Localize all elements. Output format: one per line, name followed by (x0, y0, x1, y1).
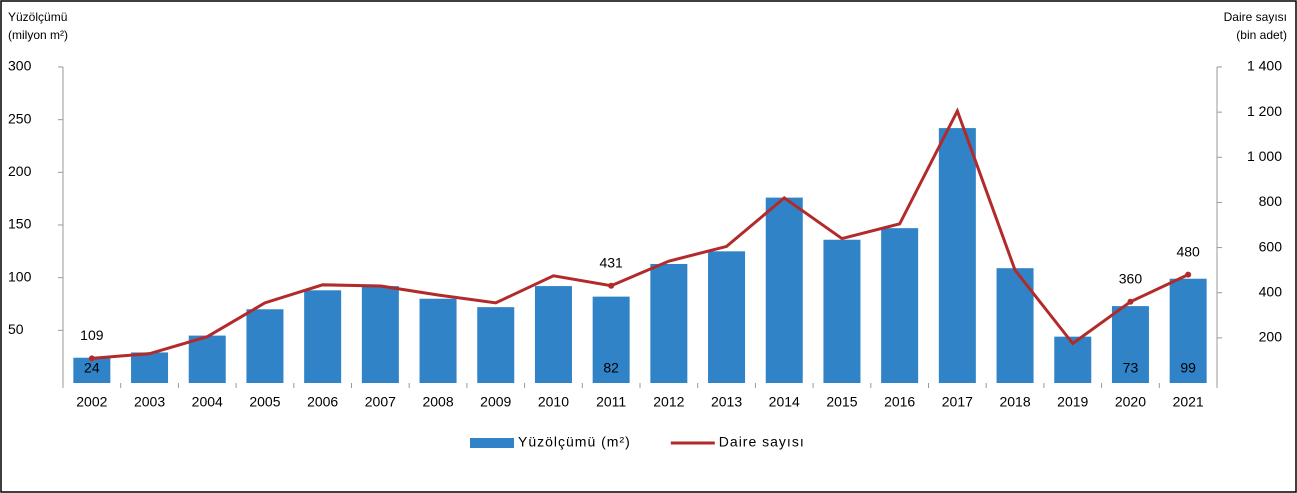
bar (131, 352, 169, 383)
x-tick-label: 2017 (942, 394, 973, 410)
line-label: 480 (1176, 243, 1200, 259)
y2-tick-label: 1 200 (1247, 103, 1282, 119)
x-tick-label: 2006 (307, 394, 338, 410)
y-axis-title: (milyon m²) (8, 28, 68, 42)
line-label: 109 (80, 327, 104, 343)
legend-label: Daire sayısı (719, 434, 805, 450)
x-tick-label: 2010 (538, 394, 569, 410)
bar (188, 335, 226, 383)
bar (938, 128, 976, 383)
y-axis-title: Yüzölçümü (8, 10, 67, 24)
y2-tick-label: 400 (1259, 283, 1283, 299)
x-tick-label: 2008 (422, 394, 453, 410)
marker (1127, 298, 1134, 305)
bar (765, 197, 803, 383)
bar (881, 228, 919, 383)
y2-tick-label: 600 (1259, 238, 1283, 254)
y2-tick-label: 800 (1259, 193, 1283, 209)
bar-label: 73 (1123, 360, 1139, 376)
marker (88, 355, 95, 362)
bar (534, 286, 572, 383)
bar-label: 24 (84, 360, 100, 376)
y-tick-label: 300 (8, 58, 32, 74)
y-tick-label: 250 (8, 110, 32, 126)
y2-tick-label: 200 (1259, 329, 1283, 345)
bar (708, 251, 746, 383)
bar (361, 286, 399, 383)
x-tick-label: 2021 (1173, 394, 1204, 410)
y2-axis-title: (bin adet) (1236, 28, 1287, 42)
marker (608, 282, 615, 289)
x-tick-label: 2015 (826, 394, 857, 410)
y-tick-label: 100 (8, 268, 32, 284)
x-tick-label: 2018 (999, 394, 1030, 410)
x-tick-label: 2020 (1115, 394, 1146, 410)
x-tick-label: 2003 (134, 394, 165, 410)
line (91, 107, 1189, 360)
bar (477, 307, 515, 383)
x-tick-label: 2005 (249, 394, 280, 410)
bar (1169, 278, 1207, 383)
x-tick-label: 2014 (769, 394, 800, 410)
marker (1185, 271, 1192, 278)
line-label: 360 (1119, 270, 1143, 286)
x-tick-label: 2002 (76, 394, 107, 410)
bar (304, 290, 342, 383)
bar (246, 309, 284, 383)
x-tick-label: 2016 (884, 394, 915, 410)
bar-label: 82 (603, 360, 619, 376)
bar (73, 357, 111, 383)
legend-swatch (470, 438, 514, 448)
x-tick-label: 2011 (596, 394, 626, 410)
x-tick-label: 2019 (1057, 394, 1088, 410)
legend-label: Yüzölçümü (m²) (518, 434, 631, 450)
line-label: 431 (599, 254, 623, 270)
y2-tick-label: 1 000 (1247, 148, 1282, 164)
x-tick-label: 2013 (711, 394, 742, 410)
y2-axis-title: Daire sayısı (1224, 10, 1287, 24)
y2-tick-label: 1 400 (1247, 58, 1282, 74)
y-tick-label: 200 (8, 163, 32, 179)
x-tick-label: 2004 (192, 394, 223, 410)
bar (419, 298, 457, 383)
bar (823, 239, 861, 383)
x-tick-label: 2012 (653, 394, 684, 410)
y-tick-label: 50 (8, 321, 24, 337)
x-tick-label: 2009 (480, 394, 511, 410)
bar (1111, 306, 1149, 383)
bar (650, 263, 688, 383)
bar-label: 99 (1180, 360, 1196, 376)
x-tick-label: 2007 (365, 394, 396, 410)
y-tick-label: 150 (8, 216, 32, 232)
bar (592, 296, 630, 383)
